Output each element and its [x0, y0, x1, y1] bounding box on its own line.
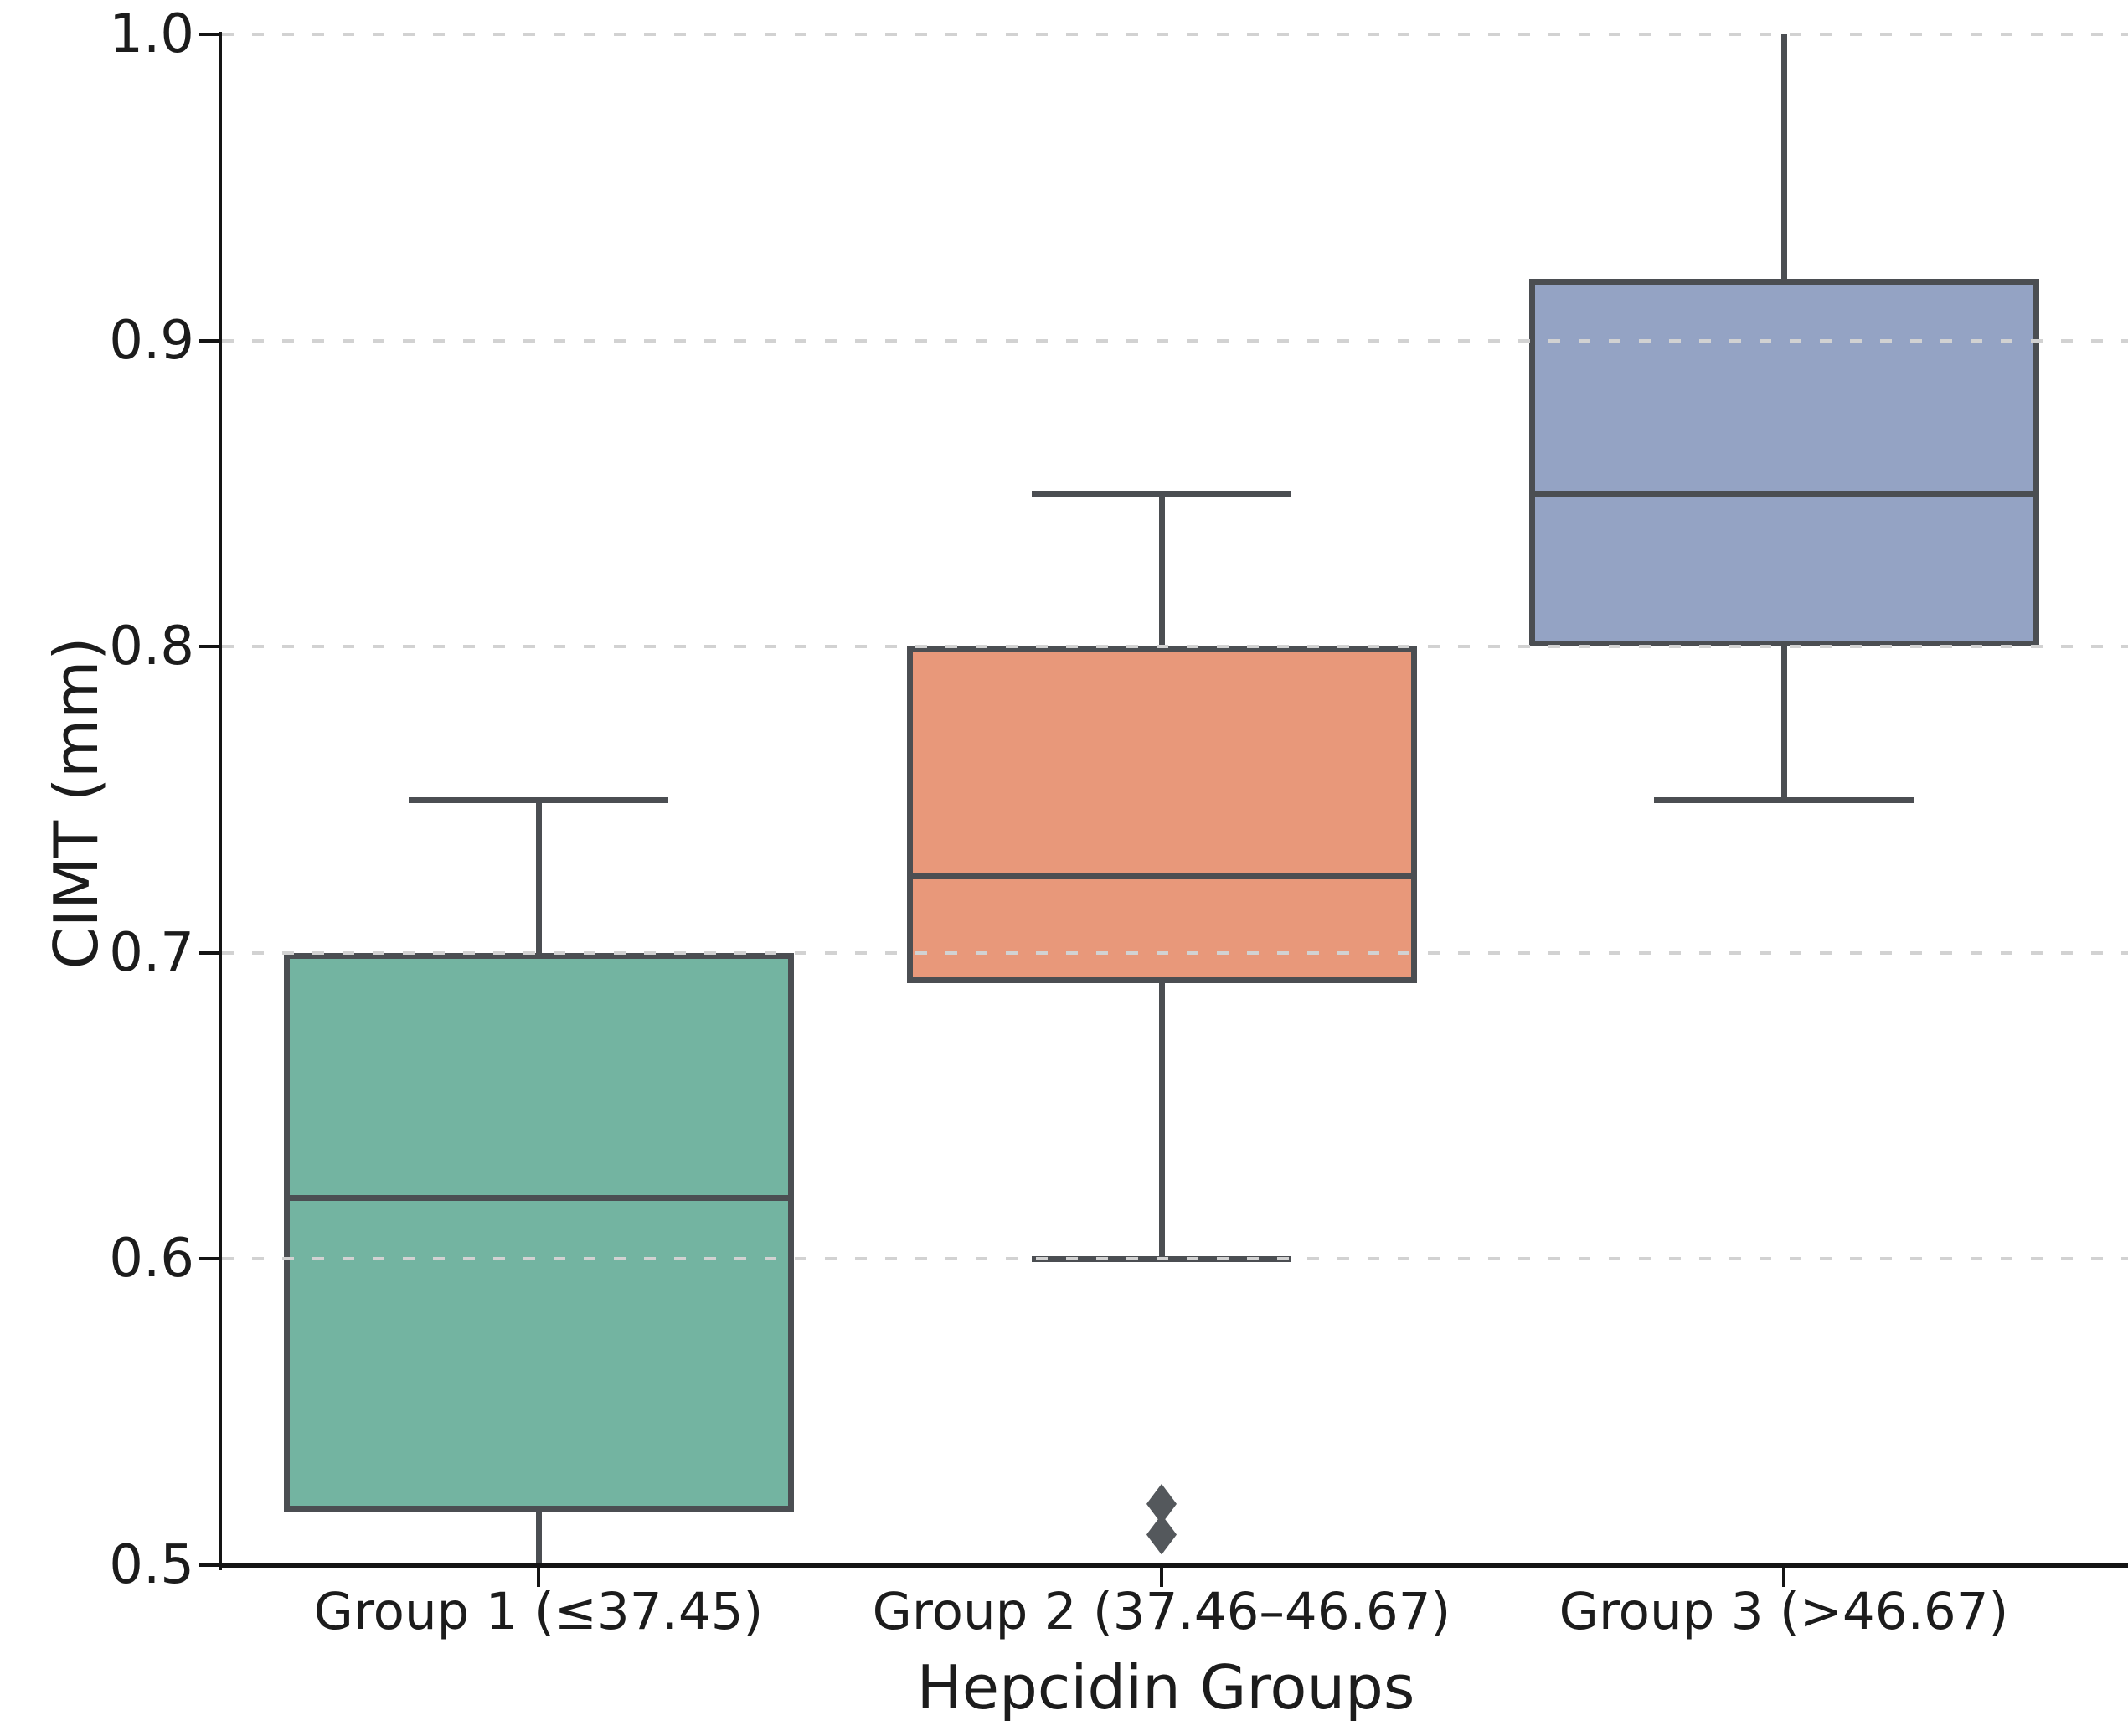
y-tick-label: 0.9: [109, 309, 194, 372]
upper-whisker: [535, 800, 542, 953]
lower-whisker: [535, 1512, 542, 1565]
lower-whisker-cap: [1654, 797, 1914, 803]
y-tick-mark: [199, 338, 219, 343]
x-tick-mark: [537, 1568, 540, 1587]
upper-whisker-cap: [1032, 491, 1291, 497]
y-tick-label: 0.6: [109, 1228, 194, 1290]
y-axis-spine: [219, 32, 222, 1570]
y-tick-mark: [199, 1257, 219, 1261]
box-1: [283, 952, 794, 1512]
x-tick-label: Group 1 (≤37.45): [313, 1582, 764, 1641]
gridline: [222, 645, 2128, 649]
y-tick-mark: [199, 950, 219, 955]
median-line: [1528, 490, 2039, 497]
x-tick-mark: [1782, 1568, 1785, 1587]
lower-whisker: [1158, 983, 1165, 1260]
y-tick-label: 1.0: [109, 3, 194, 65]
y-axis-label: CIMT (mm): [41, 636, 111, 970]
x-axis-spine: [219, 1563, 2128, 1568]
upper-whisker-cap: [409, 797, 668, 803]
x-tick-mark: [1160, 1568, 1163, 1587]
y-tick-mark: [199, 1563, 219, 1567]
lower-whisker: [1780, 646, 1787, 800]
gridline: [222, 338, 2128, 343]
y-tick-label: 0.8: [109, 616, 194, 678]
gridline: [222, 950, 2128, 955]
median-line: [283, 1194, 794, 1201]
gridline: [222, 33, 2128, 36]
upper-whisker: [1158, 493, 1165, 647]
box-3: [1528, 279, 2039, 647]
y-tick-mark: [199, 645, 219, 649]
gridline: [222, 1257, 2128, 1261]
x-axis-label: Hepcidin Groups: [916, 1652, 1415, 1723]
x-tick-label: Group 2 (37.46–46.67): [872, 1582, 1451, 1641]
median-line: [906, 873, 1417, 879]
y-tick-mark: [199, 33, 219, 36]
y-tick-label: 0.5: [109, 1534, 194, 1596]
y-tick-label: 0.7: [109, 921, 194, 984]
upper-whisker: [1780, 34, 1787, 280]
box-2: [906, 646, 1417, 984]
x-tick-label: Group 3 (>46.67): [1559, 1582, 2009, 1641]
outlier-diamond: [1146, 1514, 1177, 1555]
